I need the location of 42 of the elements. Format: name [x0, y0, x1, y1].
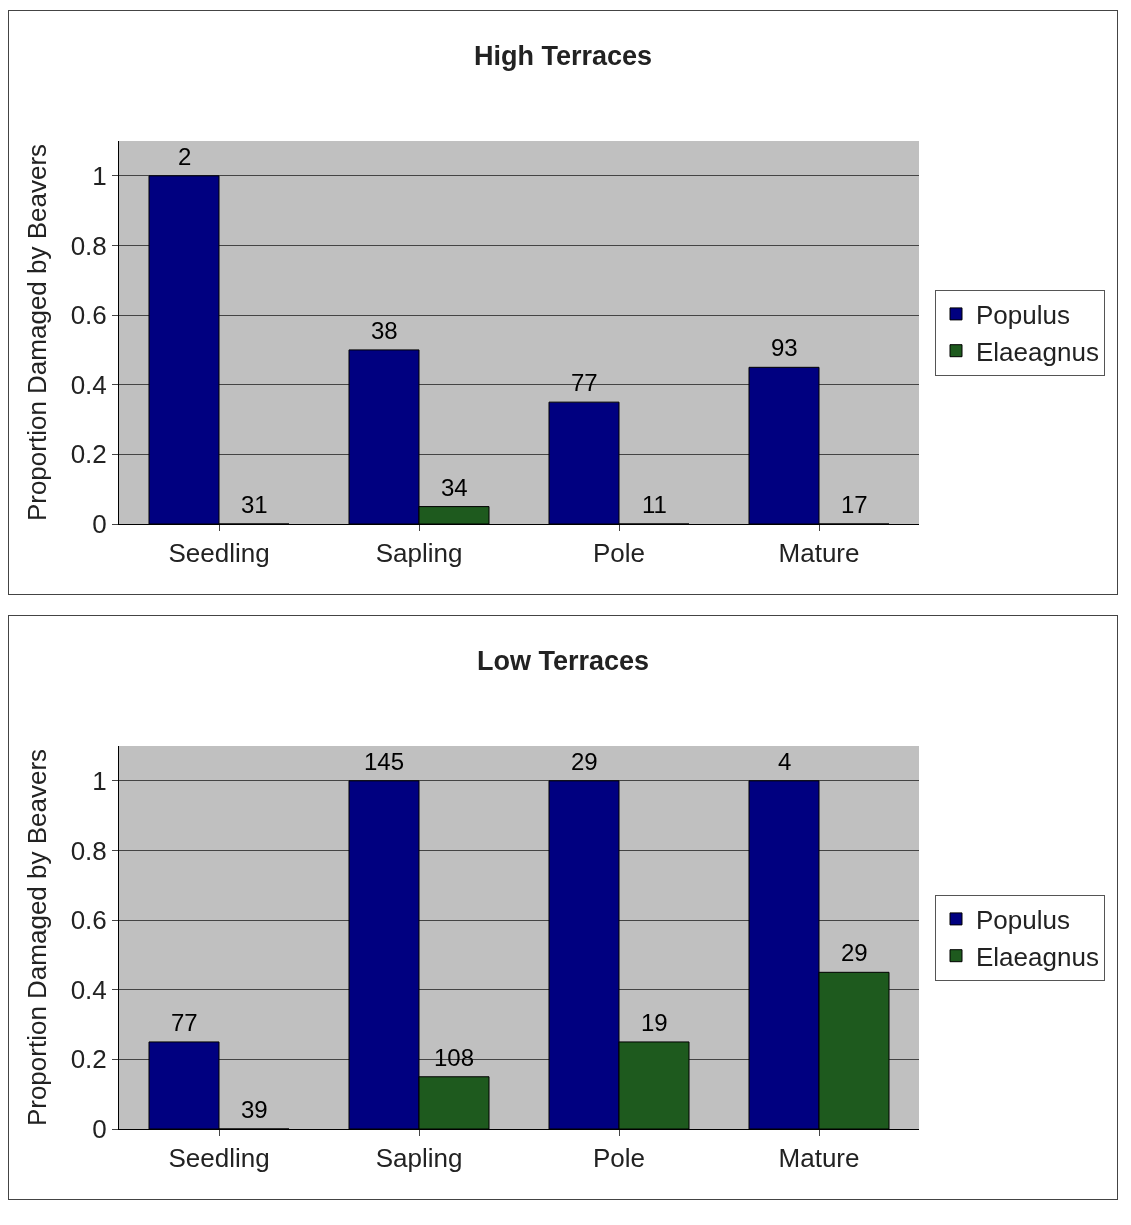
annotation: 145	[364, 748, 405, 775]
y-tick-label: 0.4	[70, 974, 107, 1005]
y-tick-label: 0.6	[70, 905, 107, 936]
x-tick-label: Sapling	[375, 1143, 463, 1174]
annotation: 31	[241, 491, 268, 518]
annotation: 19	[641, 1009, 668, 1036]
x-tick-label: Pole	[592, 538, 646, 569]
x-tick-label: Mature	[778, 1143, 860, 1174]
y-axis-title: Proportion Damaged by Beavers	[22, 748, 53, 1127]
annotation: 34	[441, 474, 468, 501]
annotation: 29	[841, 939, 868, 966]
chart-title: Low Terraces	[476, 645, 650, 676]
legend-label: Populus	[976, 905, 1070, 936]
y-tick-label: 0.2	[70, 1044, 107, 1075]
x-tick-label: Seedling	[168, 538, 270, 569]
y-tick-label: 0	[92, 509, 107, 540]
annotation: 38	[371, 317, 398, 344]
annotation: 39	[241, 1096, 268, 1123]
legend-label: Elaeagnus	[976, 941, 1099, 972]
y-tick-label: 0.8	[70, 835, 107, 866]
annotation: 93	[771, 334, 798, 361]
y-axis-title: Proportion Damaged by Beavers	[22, 143, 53, 522]
x-tick-label: Mature	[778, 538, 860, 569]
annotation: 4	[778, 748, 792, 775]
annotation: 2	[178, 143, 192, 170]
annotation: 17	[841, 491, 868, 518]
annotation: 29	[571, 748, 598, 775]
y-tick-label: 0	[92, 1114, 107, 1145]
annotation: 11	[642, 491, 667, 518]
y-tick-label: 0.8	[70, 230, 107, 261]
y-tick-label: 1	[92, 160, 107, 191]
legend-label: Populus	[976, 300, 1070, 331]
y-tick-label: 0.6	[70, 300, 107, 331]
y-tick-label: 0.2	[70, 439, 107, 470]
x-tick-label: Sapling	[375, 538, 463, 569]
annotation: 77	[171, 1009, 198, 1036]
x-tick-label: Seedling	[168, 1143, 270, 1174]
y-tick-label: 1	[92, 765, 107, 796]
x-tick-label: Pole	[592, 1143, 646, 1174]
legend-label: Elaeagnus	[976, 336, 1099, 367]
y-tick-label: 0.4	[70, 369, 107, 400]
chart-title: High Terraces	[473, 40, 653, 71]
